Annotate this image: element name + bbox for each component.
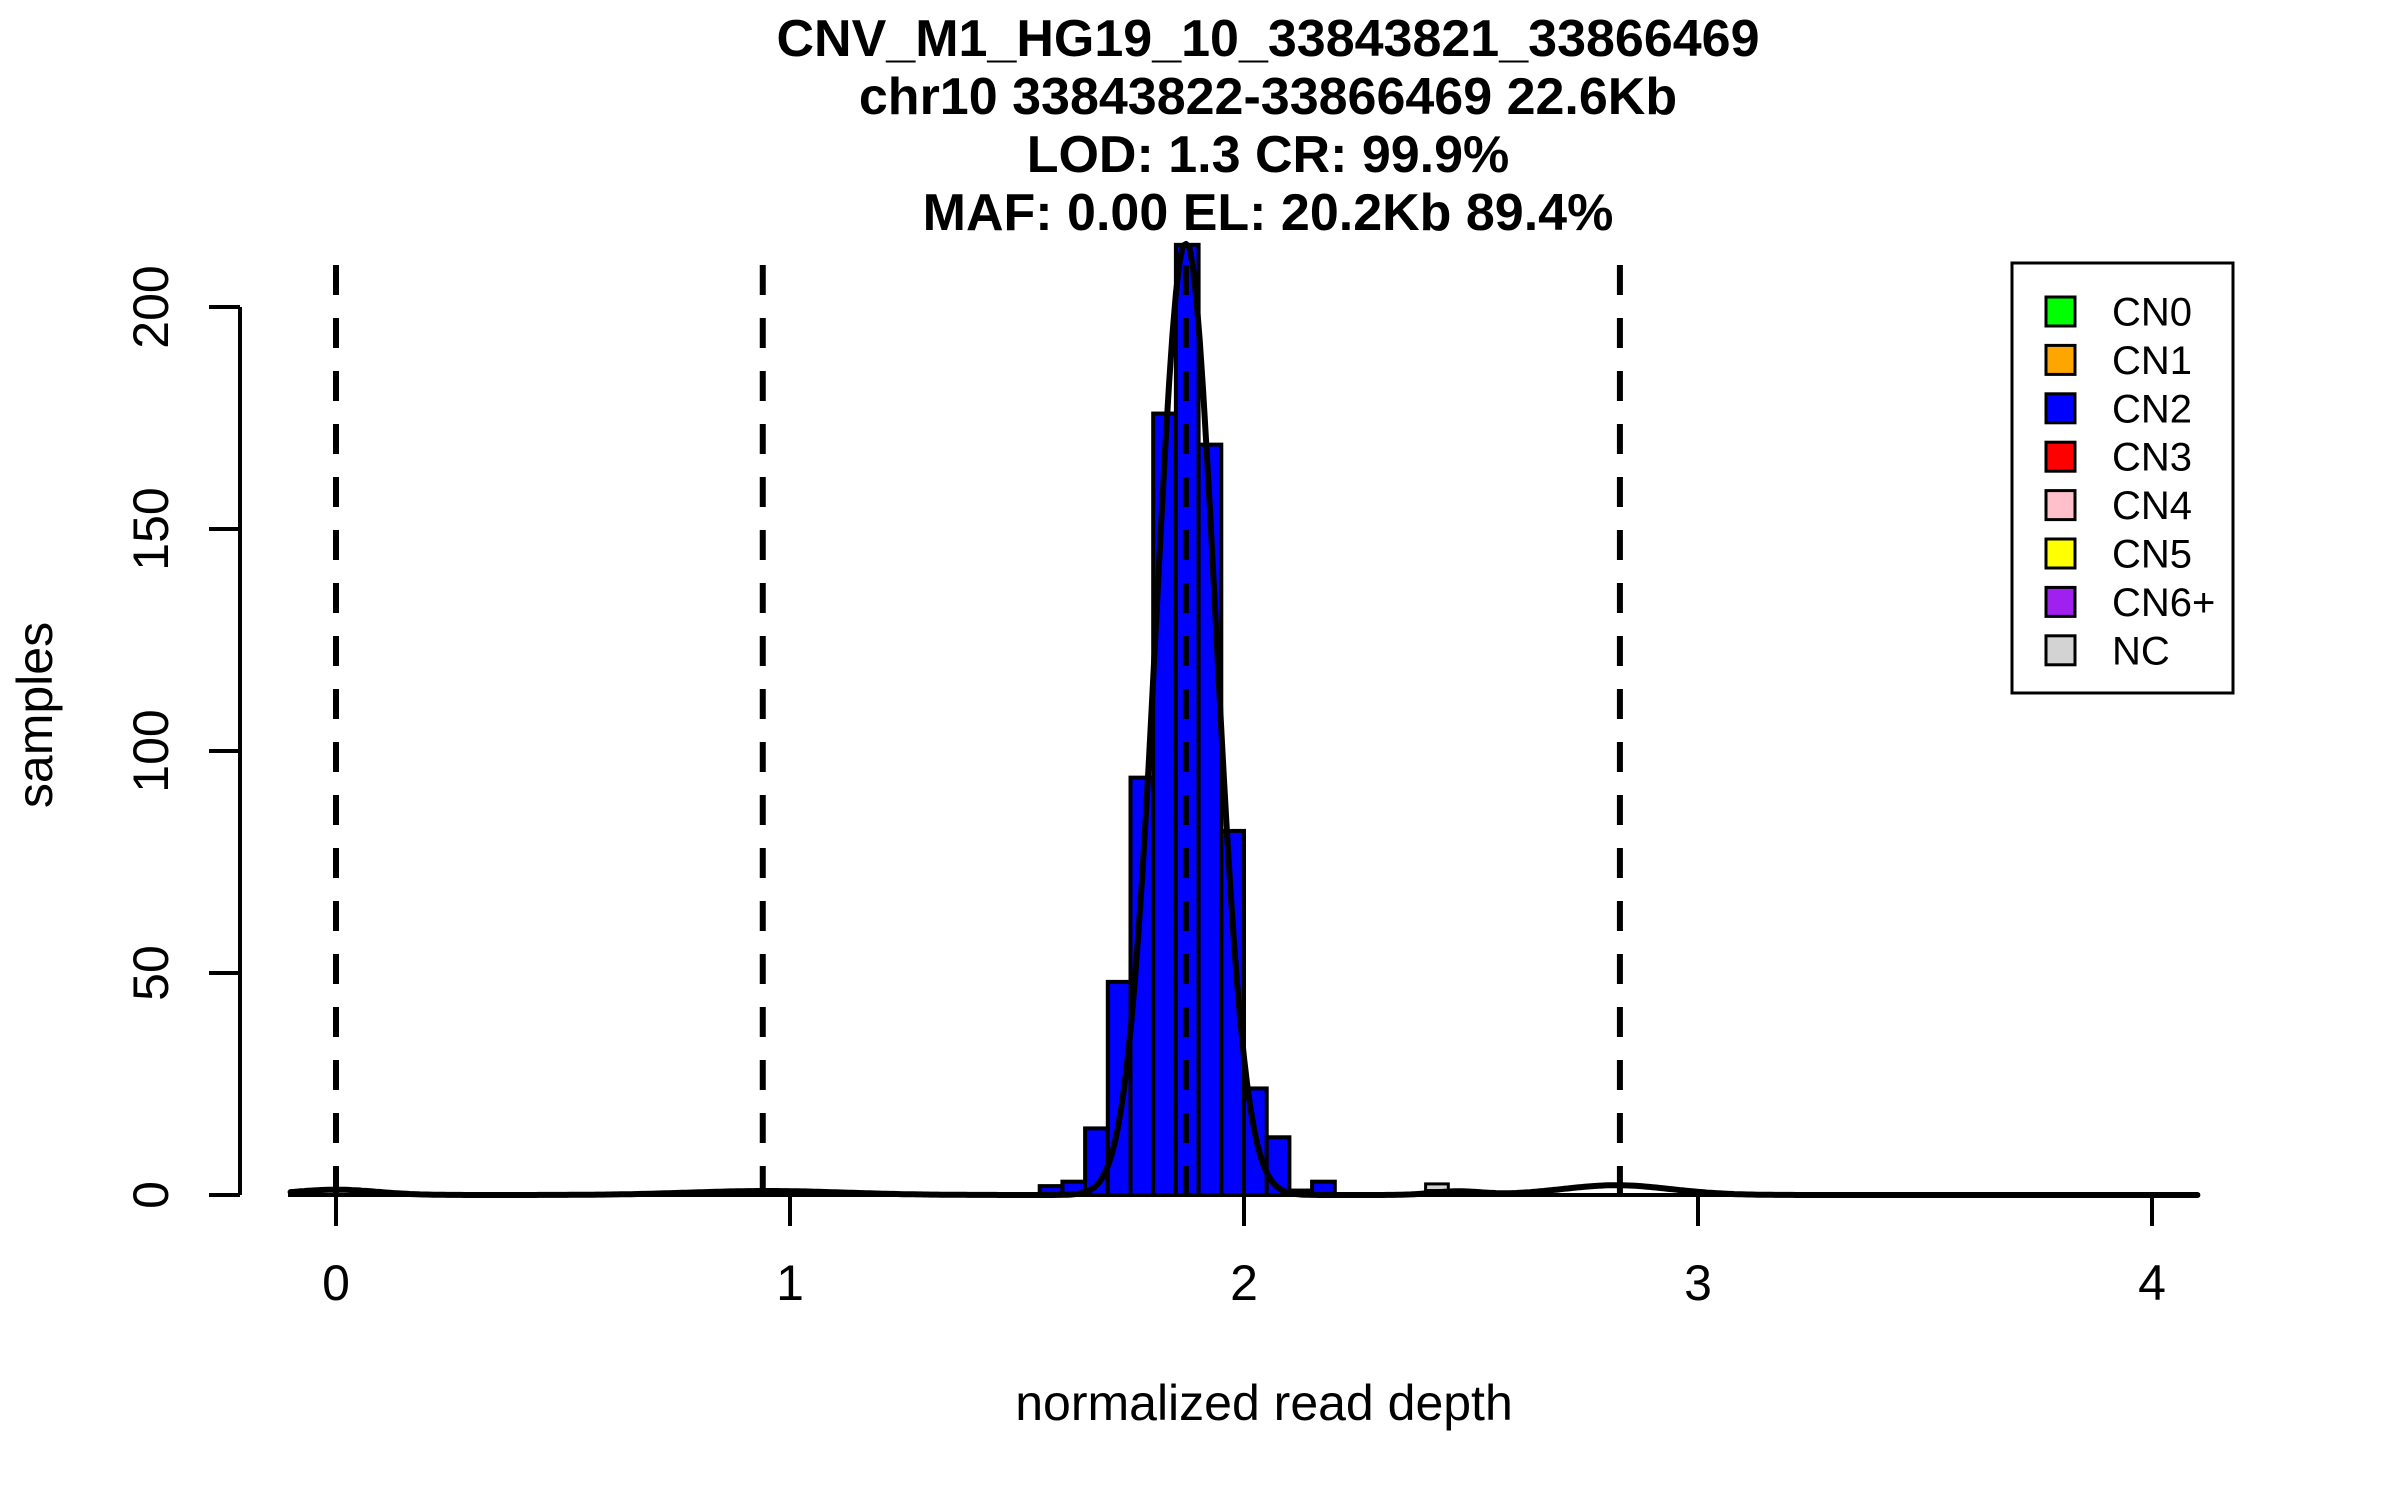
legend-label-cn1: CN1 [2112, 339, 2192, 383]
y-axis-title: samples [7, 622, 63, 808]
density-curve [287, 241, 2201, 1198]
plot-title-line-3: LOD: 1.3 CR: 99.9% [1026, 126, 1510, 184]
x-tick-label: 1 [776, 1255, 804, 1311]
legend-swatch-cn4 [2044, 489, 2077, 522]
plot-title-line-4: MAF: 0.00 EL: 20.2Kb 89.4% [922, 184, 1614, 242]
legend-box [2010, 261, 2235, 695]
legend-swatch-cn3 [2044, 440, 2077, 473]
plot-title-line-2: chr10 33843822-33866469 22.6Kb [858, 68, 1678, 126]
legend-label-cn5: CN5 [2112, 533, 2192, 577]
legend-swatch-cn2 [2044, 392, 2077, 425]
x-tick-label: 4 [2138, 1255, 2166, 1311]
plot-title-block: CNV_M1_HG19_10_33843821_33866469 chr10 3… [136, 10, 2400, 242]
y-tick-label: 150 [123, 487, 179, 570]
legend-label-cn6+: CN6+ [2112, 581, 2215, 625]
plot-title-line-1: CNV_M1_HG19_10_33843821_33866469 [776, 10, 1760, 68]
legend-swatch-cn1 [2044, 343, 2077, 376]
histogram-bar [1151, 411, 1178, 1197]
legend-swatch-cn6+ [2044, 585, 2077, 618]
y-tick-label: 50 [123, 945, 179, 1001]
legend-swatch-cn0 [2044, 295, 2077, 328]
legend-swatch-cn5 [2044, 537, 2077, 570]
legend-label-cn0: CN0 [2112, 291, 2192, 335]
y-tick-label: 0 [123, 1181, 179, 1209]
x-tick-label: 3 [1684, 1255, 1712, 1311]
legend-label-cn2: CN2 [2112, 387, 2192, 431]
legend-label-nc: NC [2112, 629, 2170, 673]
y-tick-label: 200 [123, 265, 179, 348]
x-tick-label: 0 [322, 1255, 350, 1311]
x-tick-label: 2 [1230, 1255, 1258, 1311]
legend-label-cn3: CN3 [2112, 436, 2192, 480]
legend-label-cn4: CN4 [2112, 484, 2192, 528]
legend-swatch-nc [2044, 634, 2077, 667]
x-axis-title: normalized read depth [1015, 1375, 1513, 1431]
y-tick-label: 100 [123, 709, 179, 792]
